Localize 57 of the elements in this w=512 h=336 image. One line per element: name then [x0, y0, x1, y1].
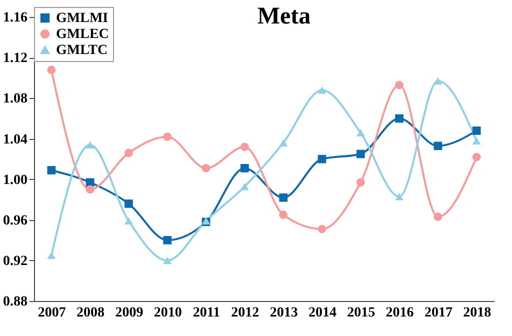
point [472, 137, 481, 144]
point [279, 139, 288, 146]
y-tick-label: 1.16 [3, 10, 28, 26]
point [434, 77, 442, 85]
x-tick-label: 2012 [231, 306, 260, 320]
x-tick-label: 2014 [308, 306, 336, 320]
point [47, 66, 56, 74]
y-tick-label: 0.92 [3, 254, 28, 269]
x-tick-label: 2009 [115, 306, 144, 320]
point [395, 192, 404, 200]
point [163, 132, 172, 141]
point [86, 141, 94, 148]
point [163, 256, 172, 264]
point [318, 154, 326, 164]
point [124, 217, 133, 225]
point [318, 86, 326, 94]
legend-label: GMLEC [56, 27, 109, 42]
x-tick-label: 2013 [270, 306, 298, 320]
point [356, 150, 365, 158]
point [279, 193, 288, 202]
x-tick-label: 2018 [463, 306, 492, 320]
x-tick-label: 2017 [424, 306, 452, 320]
y-tick-label: 1.04 [3, 132, 28, 148]
point [395, 114, 404, 123]
y-tick-label: 1.00 [3, 172, 28, 188]
point [395, 80, 404, 90]
x-tick-label: 2015 [347, 306, 376, 320]
chart-title: Meta [257, 4, 311, 30]
point [47, 252, 56, 259]
x-tick-label: 2008 [76, 306, 105, 320]
point [86, 185, 94, 194]
point [124, 148, 133, 158]
point [434, 142, 442, 150]
legend-label: GMLTC [56, 43, 108, 58]
y-tick-label: 1.12 [3, 51, 28, 66]
x-tick-label: 2010 [154, 306, 182, 320]
point [318, 224, 326, 234]
y-tick-label: 0.88 [3, 294, 28, 310]
point [356, 178, 365, 187]
point [434, 212, 442, 222]
point [356, 129, 365, 136]
legend-label: GMLMI [56, 11, 108, 26]
y-tick-label: 1.08 [3, 92, 28, 107]
y-tick-label: 0.96 [3, 213, 28, 228]
x-tick-label: 2007 [38, 306, 66, 320]
x-tick-label: 2011 [192, 306, 220, 320]
point [240, 164, 249, 172]
point [240, 142, 249, 152]
point [86, 178, 94, 187]
point [163, 236, 172, 244]
point [47, 166, 56, 174]
point [279, 210, 288, 219]
x-tick-label: 2016 [386, 306, 414, 320]
point [472, 152, 481, 162]
point [124, 199, 133, 208]
point [472, 126, 481, 135]
point [202, 164, 210, 172]
